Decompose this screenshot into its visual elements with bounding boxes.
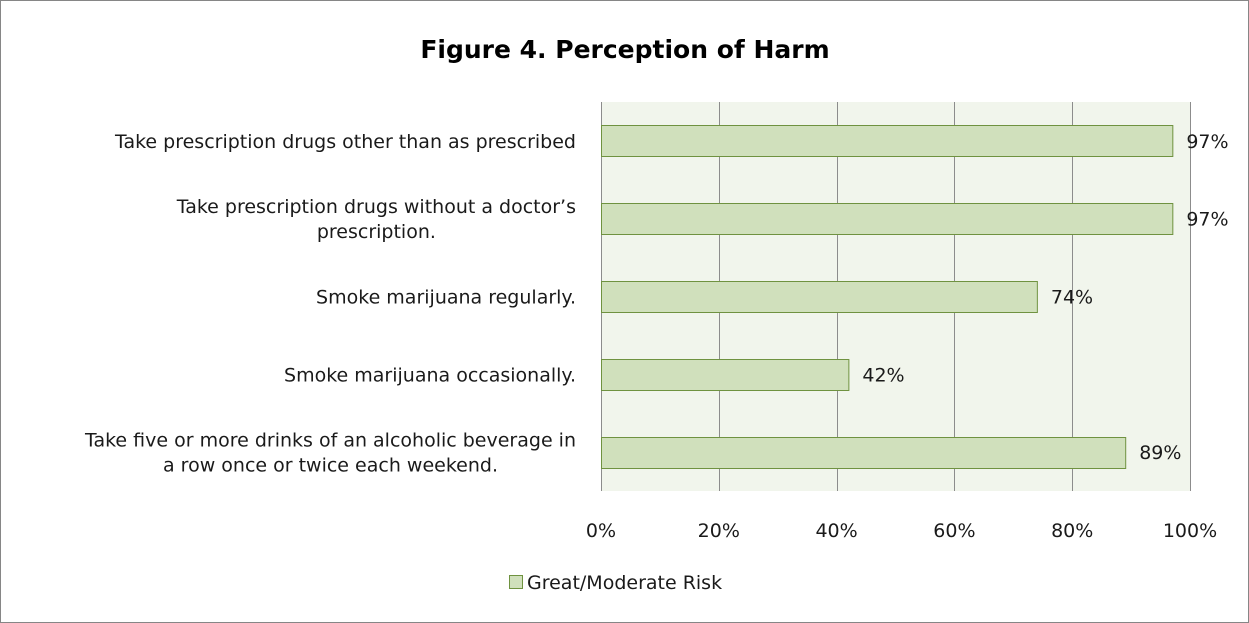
x-tick-label-4: 80%: [1051, 520, 1093, 542]
data-label-3: 42%: [862, 364, 904, 386]
bars: [601, 125, 1174, 469]
bar-4: [601, 437, 1127, 469]
legend-swatch: [509, 575, 523, 589]
bar-1: [601, 203, 1174, 235]
x-tick-label-1: 20%: [698, 520, 740, 542]
category-label-3-line-0: Smoke marijuana occasionally.: [284, 364, 576, 386]
data-label-2: 74%: [1051, 287, 1093, 309]
legend: Great/Moderate Risk: [509, 572, 722, 594]
category-label-1-line-0: Take prescription drugs without a doctor…: [176, 196, 576, 218]
category-label-4-line-1: a row once or twice each weekend.: [163, 455, 498, 477]
bar-2: [601, 281, 1038, 313]
bar-0: [601, 125, 1174, 157]
data-label-4: 89%: [1139, 442, 1181, 464]
x-tick-label-2: 40%: [815, 520, 857, 542]
category-labels: Take prescription drugs other than as pr…: [84, 131, 576, 477]
category-label-1-line-1: prescription.: [317, 221, 436, 243]
data-labels: 97% 97% 74% 42% 89%: [862, 131, 1228, 464]
category-label-0-line-0: Take prescription drugs other than as pr…: [114, 131, 576, 153]
data-label-0: 97%: [1186, 131, 1228, 153]
legend-label: Great/Moderate Risk: [527, 572, 722, 594]
x-tick-label-3: 60%: [933, 520, 975, 542]
x-axis-tick-labels: 0% 20% 40% 60% 80% 100%: [586, 520, 1217, 542]
category-label-2-line-0: Smoke marijuana regularly.: [316, 287, 576, 309]
x-tick-label-5: 100%: [1163, 520, 1217, 542]
category-label-4-line-0: Take five or more drinks of an alcoholic…: [84, 430, 576, 452]
x-tick-label-0: 0%: [586, 520, 616, 542]
chart-title: Figure 4. Perception of Harm: [420, 35, 829, 64]
data-label-1: 97%: [1186, 209, 1228, 231]
bar-3: [601, 359, 850, 391]
